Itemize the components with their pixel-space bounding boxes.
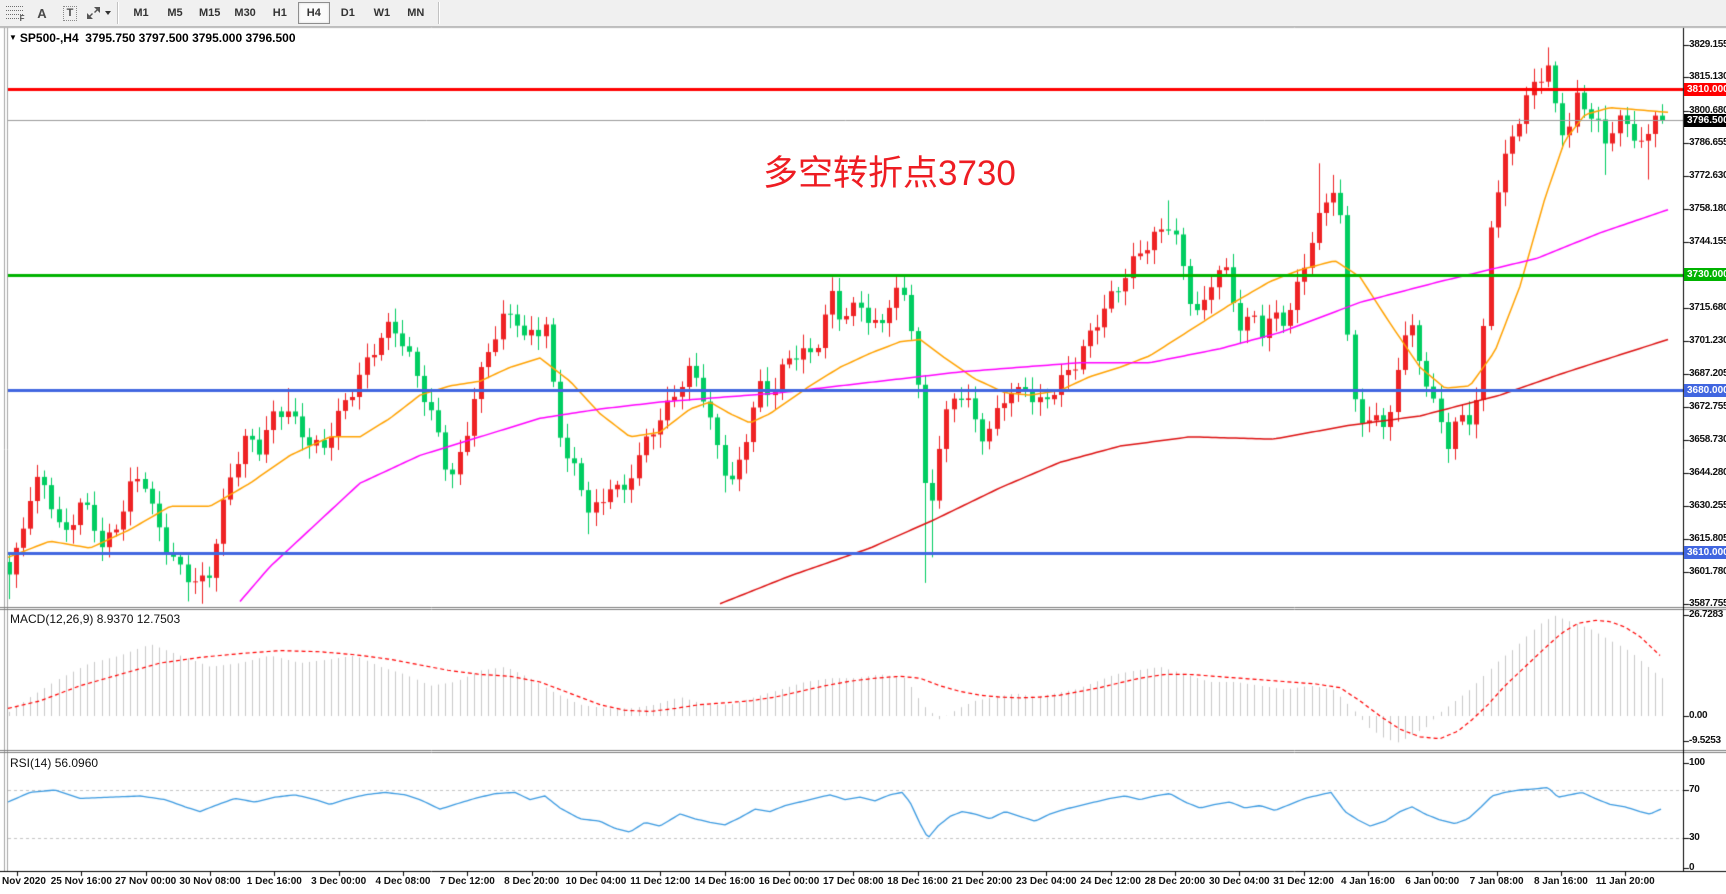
timeframe-button-mn[interactable]: MN — [407, 7, 425, 19]
timeframe-button-m1[interactable]: M1 — [133, 7, 149, 19]
text-label-icon: T — [62, 5, 78, 21]
text-label-tool-button[interactable]: T — [57, 2, 83, 24]
text-tool-button[interactable]: A — [29, 2, 55, 24]
timeframe-button-h4[interactable]: H4 — [297, 2, 330, 24]
timeframe-button-m5[interactable]: M5 — [167, 7, 183, 19]
timeframe-button-h1[interactable]: H1 — [272, 7, 287, 19]
toolbar-separator — [437, 2, 440, 24]
toolbar-separator — [117, 2, 119, 24]
timeframe-button-d1[interactable]: D1 — [340, 7, 355, 19]
arrows-icon — [86, 7, 100, 19]
timeframe-button-m15[interactable]: M15 — [199, 7, 221, 19]
chevron-down-icon — [104, 11, 111, 15]
text-icon: A — [37, 5, 47, 21]
timeframe-button-m30[interactable]: M30 — [234, 7, 256, 19]
arrows-tool-button[interactable] — [85, 2, 111, 24]
fibonacci-tool-button[interactable]: F — [1, 2, 27, 24]
fibonacci-icon: F — [5, 6, 25, 23]
timeframe-toolbar: M1 M5 M15 M30 H1 H4 D1 W1 MN — [124, 0, 433, 27]
timeframe-button-w1[interactable]: W1 — [373, 7, 391, 19]
toolbar: F A T M1 M5 M15 M30 H1 H4 D1 W1 MN — [0, 0, 1726, 27]
